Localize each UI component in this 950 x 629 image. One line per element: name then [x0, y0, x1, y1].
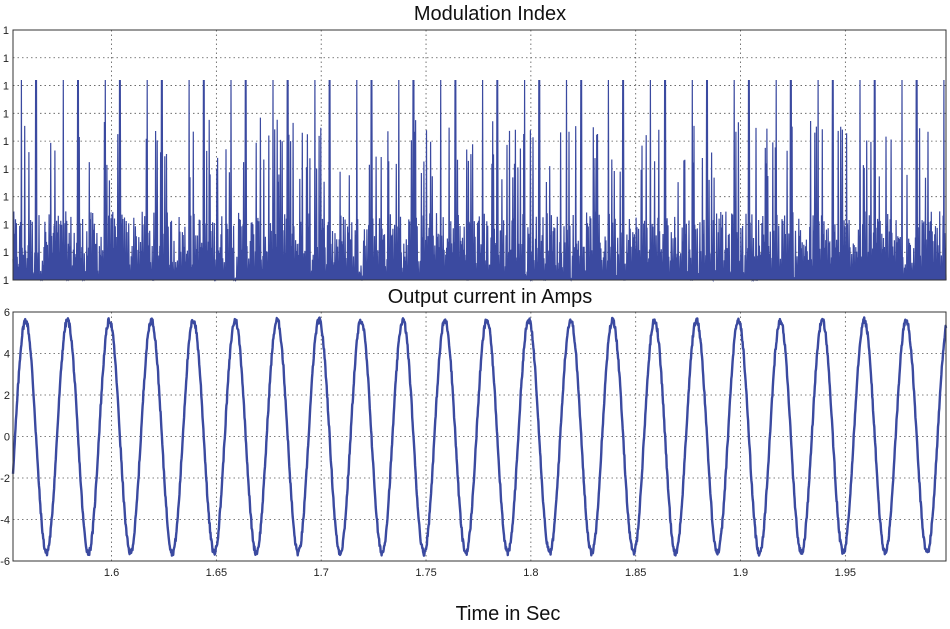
- x-axis-label: Time in Sec: [456, 603, 561, 625]
- plot2-xtick-label: 1.6: [104, 567, 119, 579]
- plot1-ytick-label: 1: [3, 53, 9, 65]
- plot2-xtick-label: 1.75: [415, 567, 436, 579]
- plot1-series: [12, 79, 947, 283]
- plot2-xtick-label: 1.85: [625, 567, 646, 579]
- plot1-y-tick-labels: 1 1 1 1 1 1 1 1 1 1: [3, 25, 9, 287]
- plot2-ytick-label: -6: [0, 556, 10, 568]
- plot1-axes-box: [12, 29, 947, 281]
- plot2-xtick-label: 1.95: [835, 567, 856, 579]
- plot2-y-tick-labels: -6 -4 -2 0 2 4 6: [0, 307, 10, 568]
- plot2-xtick-label: 1.7: [314, 567, 329, 579]
- plot-title-output-current: Output current in Amps: [388, 286, 593, 308]
- plot1-series-line: [12, 79, 947, 283]
- plot2-ytick-label: -4: [0, 515, 10, 527]
- plot2-series: [11, 316, 948, 557]
- plot2-ytick-label: 6: [4, 307, 10, 319]
- plot1-ytick-label: 1: [3, 275, 9, 287]
- plot2-ytick-label: 2: [4, 390, 10, 402]
- plot1-ytick-label: 1: [3, 108, 9, 120]
- plot1-ytick-label: 1: [3, 247, 9, 259]
- plot1-ytick-label: 1: [3, 81, 9, 93]
- plot1-ytick-label: 1: [3, 192, 9, 204]
- plot1-ytick-label: 1: [3, 25, 9, 37]
- plot1-ytick-label: 1: [3, 136, 9, 148]
- plot2-xtick-label: 1.65: [206, 567, 227, 579]
- plot1-ytick-label: 1: [3, 219, 9, 231]
- plot2-ytick-label: -2: [0, 473, 10, 485]
- plot2-ytick-label: 4: [4, 349, 10, 361]
- plot2-xtick-label: 1.9: [733, 567, 748, 579]
- plot2-ytick-label: 0: [4, 432, 10, 444]
- plot1-ytick-label: 1: [3, 164, 9, 176]
- plot2-axes-box: [12, 311, 947, 562]
- modulation-index-plot: Modulation Index 1 1 1 1 1 1 1 1 1 1: [3, 3, 947, 287]
- plot2-grid: [13, 312, 946, 561]
- plot-title-modulation-index: Modulation Index: [414, 3, 566, 25]
- plot2-xtick-label: 1.8: [523, 567, 538, 579]
- plot2-series-line: [11, 316, 948, 557]
- plot2-x-tick-labels: 1.6 1.65 1.7 1.75 1.8 1.85 1.9 1.95: [104, 567, 856, 579]
